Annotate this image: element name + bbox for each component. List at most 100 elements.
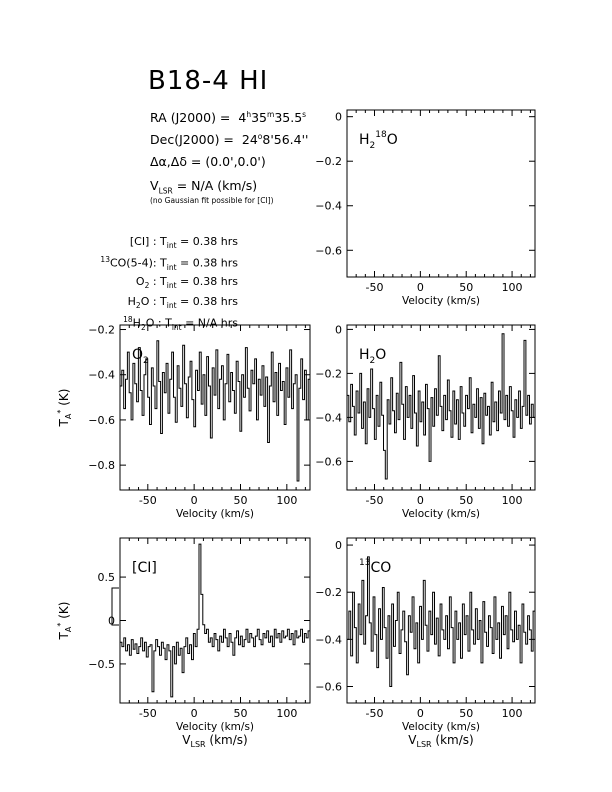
- panel-label: [CI]: [132, 560, 157, 576]
- ra-value: 4h35m35.5s: [238, 110, 306, 125]
- plot-frame: [119, 324, 311, 491]
- panel-label: H218O: [359, 130, 398, 151]
- gauss-note: (no Gaussian fit possible for [CI]): [150, 196, 274, 205]
- x-tick-label: -50: [366, 281, 384, 294]
- y-tick-label: −0.4: [88, 369, 115, 382]
- vlsr-symbol: V: [150, 178, 159, 193]
- tint-pre: O: [135, 275, 145, 288]
- panel-label: H2O: [359, 347, 386, 366]
- tint-value: = 0.38 hrs: [176, 235, 238, 248]
- x-tick-label: 50: [233, 494, 247, 507]
- x-axis-label: Velocity (km/s): [176, 721, 254, 733]
- x-tick-label: 0: [191, 494, 198, 507]
- panel-label-part: 13: [359, 558, 370, 568]
- ra-hours-unit: h: [246, 110, 252, 119]
- tint-pre: H: [127, 295, 136, 308]
- tint-tsub: int: [166, 281, 177, 291]
- y-axis-label: TA* (K): [56, 602, 73, 641]
- x-tick-label: 50: [233, 707, 247, 720]
- tint-post: CO(5-4): T: [109, 256, 167, 270]
- y-tick-label: −0.4: [315, 633, 342, 646]
- vlsr-line: VLSR = N/A (km/s): [150, 178, 257, 196]
- spectrum-line: [120, 543, 310, 698]
- tint-value: = N/A hrs: [181, 316, 238, 330]
- y-tick-label: −0.6: [315, 244, 342, 257]
- x-tick-label: 50: [459, 707, 473, 720]
- x-tick-label: 0: [417, 281, 424, 294]
- tint-row: H2O : Tint = 0.38 hrs: [128, 295, 238, 310]
- ra-seconds: 35.5: [274, 110, 303, 126]
- y-tick-label: −0.2: [88, 324, 115, 337]
- panel-label-part: 2: [143, 356, 149, 366]
- y-tick-label: 0: [335, 323, 342, 336]
- plot-frame: [346, 324, 536, 491]
- x-tick-label: -50: [139, 707, 157, 720]
- ra-minutes: 35: [251, 110, 268, 126]
- x-axis-label-vlsr: VLSR (km/s): [408, 733, 473, 749]
- tint-row: 18H2O : Tint = N/A hrs: [123, 315, 238, 332]
- x-tick-label: 100: [502, 707, 523, 720]
- y-tick-label: −0.6: [315, 455, 342, 468]
- offset-line: Δα,Δδ = (0.0',0.0'): [150, 154, 266, 169]
- x-axis-label: Velocity (km/s): [402, 508, 480, 520]
- tint-sup: 13: [100, 255, 110, 264]
- tint-value: = 0.38 hrs: [176, 295, 238, 308]
- tint-tsub: int: [166, 241, 177, 251]
- tint-sub: 2: [140, 322, 146, 332]
- y-tick-label: 0: [335, 111, 342, 124]
- dec-degrees-unit: o: [257, 132, 263, 141]
- x-tick-label: -50: [366, 494, 384, 507]
- tint-row: 13CO(5-4): Tint = 0.38 hrs: [100, 255, 238, 272]
- panel-label: 13CO: [359, 558, 391, 576]
- tint-row: O2 : Tint = 0.38 hrs: [136, 275, 238, 290]
- y-axis-label: TA* (K): [56, 389, 73, 428]
- tint-row: [CI] : Tint = 0.38 hrs: [130, 235, 238, 250]
- tint-value: = 0.38 hrs: [176, 275, 238, 288]
- y-tick-label: 0.5: [98, 571, 116, 584]
- y-tick-label: −0.6: [88, 414, 115, 427]
- plot-frame: [346, 537, 536, 704]
- panel-label-part: 18: [375, 130, 387, 140]
- tint-sub: 2: [135, 301, 141, 311]
- tint-tsub: int: [166, 262, 177, 272]
- spectrum-line: [120, 340, 310, 482]
- panel-label-part: H: [359, 347, 370, 363]
- x-axis-label-vlsr: VLSR (km/s): [182, 733, 247, 749]
- x-tick-label: 100: [276, 494, 297, 507]
- tint-pre: H: [132, 316, 141, 330]
- tint-sup: 18: [123, 315, 133, 324]
- ra-minutes-unit: m: [267, 110, 275, 119]
- tint-post: : T: [149, 275, 167, 288]
- y-tick-label: −0.2: [315, 155, 342, 168]
- x-axis-label: Velocity (km/s): [402, 295, 480, 307]
- panel-label-part: 2: [370, 141, 376, 151]
- panel-h218o: -50 0 50 100 0 −0.2 −0.4 −0.6 Velocity (km/s) H21…: [315, 109, 536, 307]
- panel-h2o: -50 0 50 100 0 −0.2 −0.4 −0.6 Velocity (km/s) H2O: [315, 323, 536, 520]
- tint-tsub: int: [171, 322, 182, 332]
- panel-o2: -50 0 50 100 −0.2 −0.4 −0.6 −0.8 Velocity (km/s)…: [56, 324, 311, 520]
- x-tick-label: 100: [502, 281, 523, 294]
- x-tick-label: 100: [502, 494, 523, 507]
- x-axis-label: Velocity (km/s): [402, 721, 480, 733]
- x-tick-label: 0: [191, 707, 198, 720]
- y-tick-label: −0.5: [88, 658, 115, 671]
- scale-bracket: [111, 587, 119, 626]
- y-tick-label: −0.4: [315, 411, 342, 424]
- tint-value: = 0.38 hrs: [176, 256, 238, 270]
- vlsr-value: = N/A (km/s): [172, 178, 258, 193]
- spectrum-line: [347, 333, 535, 480]
- panel-label-part: [CI]: [132, 560, 157, 576]
- panel-label-part: CO: [370, 560, 391, 576]
- y-tick-label: 0: [335, 539, 342, 552]
- panel-label-part: O: [387, 132, 398, 148]
- y-tick-label: −0.2: [315, 367, 342, 380]
- tint-sub: 2: [144, 281, 150, 291]
- panel-label-part: O: [375, 347, 386, 363]
- panel-label-part: O: [132, 347, 143, 363]
- x-tick-label: -50: [366, 707, 384, 720]
- x-tick-label: -50: [139, 494, 157, 507]
- x-axis-label: Velocity (km/s): [176, 508, 254, 520]
- x-tick-label: 0: [417, 707, 424, 720]
